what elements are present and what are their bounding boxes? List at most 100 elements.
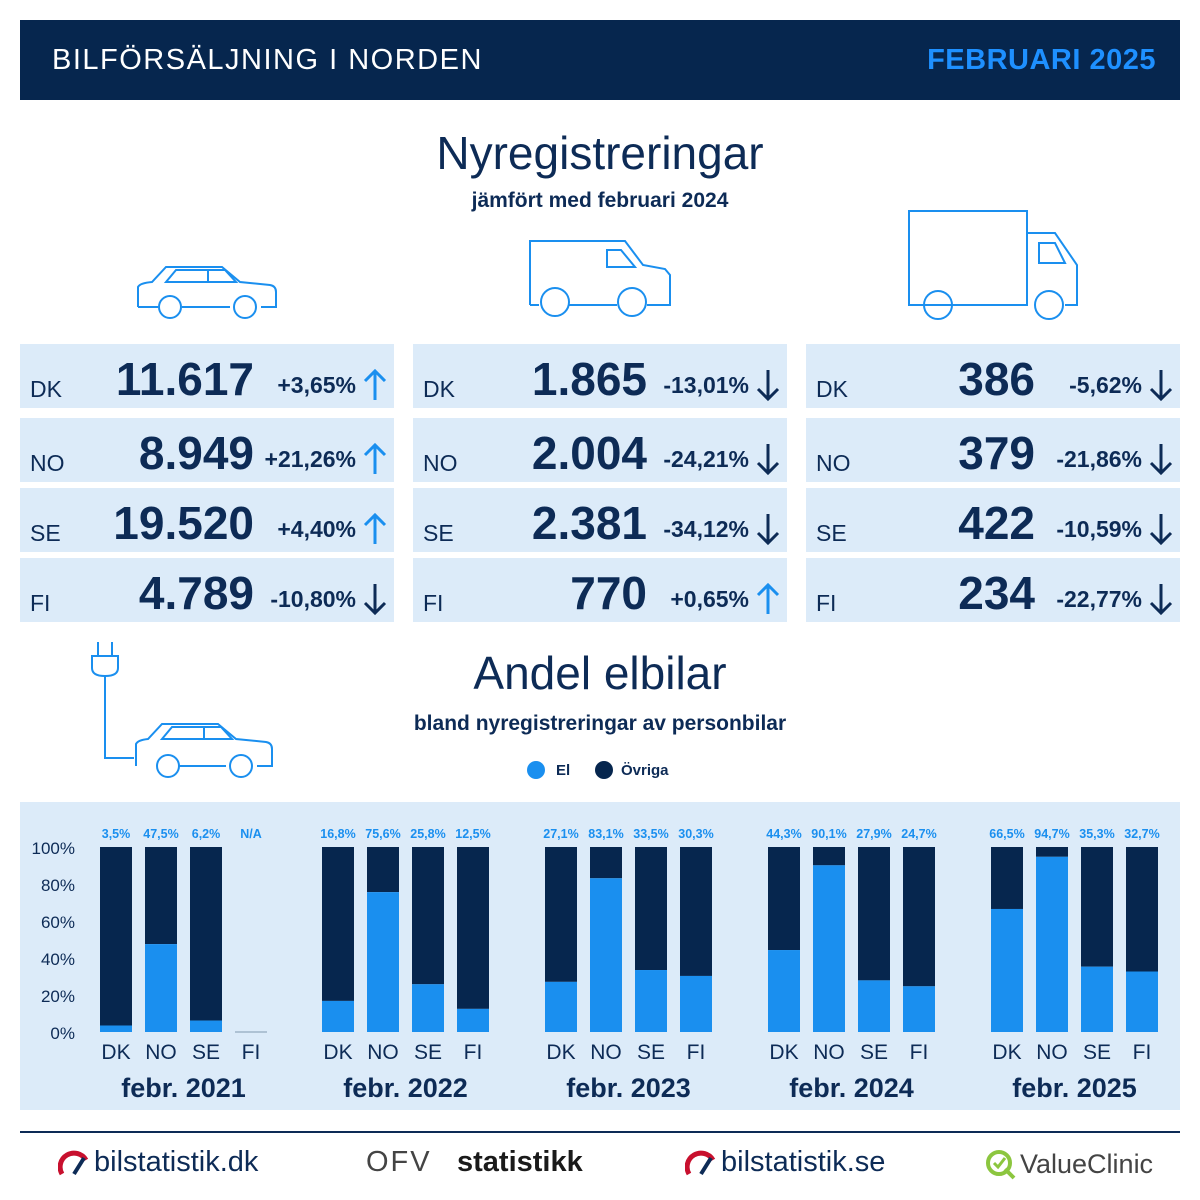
arrow-down-icon [1149,514,1173,546]
data-label: 83,1% [588,827,623,841]
bar-ovriga [322,847,354,1001]
stat-row: NO 2.004 -24,21% [413,418,787,482]
bar-el [1126,971,1158,1032]
data-label: 44,3% [766,827,801,841]
stat-value: 422 [958,497,1035,549]
x-tick-label: DK [101,1041,130,1064]
arrow-down-icon [363,584,387,616]
x-tick-label: SE [860,1041,888,1064]
ev-share-title: Andel elbilar [473,647,727,699]
data-label: 35,3% [1079,827,1114,841]
bar-ovriga [680,847,712,976]
stat-row: SE 422 -10,59% [806,488,1180,552]
arrow-up-icon [363,512,387,544]
bar-el [768,950,800,1032]
legend-ovriga-swatch [595,761,613,779]
footer-logo-valueclinic: ValueClinic [1020,1149,1154,1179]
data-label: 25,8% [410,827,445,841]
stat-change: -10,59% [1056,516,1142,542]
stat-change: -24,21% [663,446,749,472]
stat-row: DK 386 -5,62% [806,344,1180,408]
stat-change: +0,65% [670,586,749,612]
bar-el [991,908,1023,1032]
data-label: 90,1% [811,827,846,841]
data-label: 3,5% [102,827,131,841]
x-tick-label: FI [242,1041,261,1064]
x-tick-label: SE [1083,1041,1111,1064]
bar-el [100,1025,132,1032]
stat-change: -13,01% [663,372,749,398]
x-tick-label: NO [590,1041,622,1064]
arrow-down-icon [756,514,780,546]
group-label: febr. 2022 [343,1073,468,1103]
bar-el [457,1008,489,1032]
data-label: 6,2% [192,827,221,841]
data-label: 32,7% [1124,827,1159,841]
legend-ovriga-label: Övriga [621,762,669,779]
footer-divider [20,1131,1180,1133]
registrations-subtitle: jämfört med februari 2024 [471,189,729,212]
stat-country: NO [423,450,458,476]
stat-row: NO 379 -21,86% [806,418,1180,482]
arrow-up-icon [363,442,387,474]
x-tick-label: NO [367,1041,399,1064]
bar-ovriga [635,847,667,971]
bar-el [1081,966,1113,1032]
x-tick-label: SE [192,1041,220,1064]
footer-logo-bilstatistik-dk: bilstatistik.dk [94,1146,259,1178]
group-label: febr. 2024 [789,1073,914,1103]
ofv-logo-icon: OFV [366,1146,432,1178]
stat-row: NO 8.949 +21,26% [20,418,394,482]
data-label: 27,1% [543,827,578,841]
stat-value: 770 [570,567,647,619]
bar-el [813,865,845,1032]
stat-value: 234 [958,567,1035,619]
bar-el [145,944,177,1032]
bar-el [1036,856,1068,1032]
stat-country: NO [30,450,65,476]
bar-ovriga [412,847,444,985]
arrow-down-icon [1149,584,1173,616]
bar-ovriga [991,847,1023,909]
stat-row: DK 11.617 +3,65% [20,344,394,408]
x-tick-label: FI [1133,1041,1152,1064]
bar-el [190,1020,222,1032]
arrow-up-icon [756,582,780,614]
y-tick-label: 100% [32,839,75,858]
stat-change: -10,80% [270,586,356,612]
legend-el-swatch [527,761,545,779]
arrow-down-icon [1149,370,1173,402]
y-tick-label: 60% [41,913,75,932]
stat-change: +3,65% [277,372,356,398]
legend-el-label: El [556,762,571,779]
bar-ovriga [813,847,845,866]
stat-row: FI 770 +0,65% [413,558,787,622]
stat-country: FI [423,590,444,616]
bar-ovriga [190,847,222,1021]
ev-car-plug-icon [91,642,273,778]
x-tick-label: NO [145,1041,177,1064]
stat-value: 2.381 [531,497,647,549]
header-bar: BILFÖRSÄLJNING I NORDEN FEBRUARI 2025 [20,20,1180,100]
stat-country: FI [30,590,51,616]
bar-el [590,878,622,1032]
bar-el [635,970,667,1032]
y-tick-label: 80% [41,876,75,895]
bar-ovriga [903,847,935,987]
bar-el [322,1000,354,1032]
y-tick-label: 20% [41,987,75,1006]
stat-row: DK 1.865 -13,01% [413,344,787,408]
bar-ovriga [1036,847,1068,857]
arrow-up-icon [363,368,387,400]
car-icon [137,266,277,319]
group-label: febr. 2021 [121,1073,246,1103]
stat-country: DK [30,376,62,402]
header-title: BILFÖRSÄLJNING I NORDEN [52,44,483,76]
data-label: 24,7% [901,827,936,841]
bar-el [367,892,399,1032]
data-label: 75,6% [365,827,400,841]
van-icon [529,240,671,317]
data-label: 94,7% [1034,827,1069,841]
bar-el [545,981,577,1032]
